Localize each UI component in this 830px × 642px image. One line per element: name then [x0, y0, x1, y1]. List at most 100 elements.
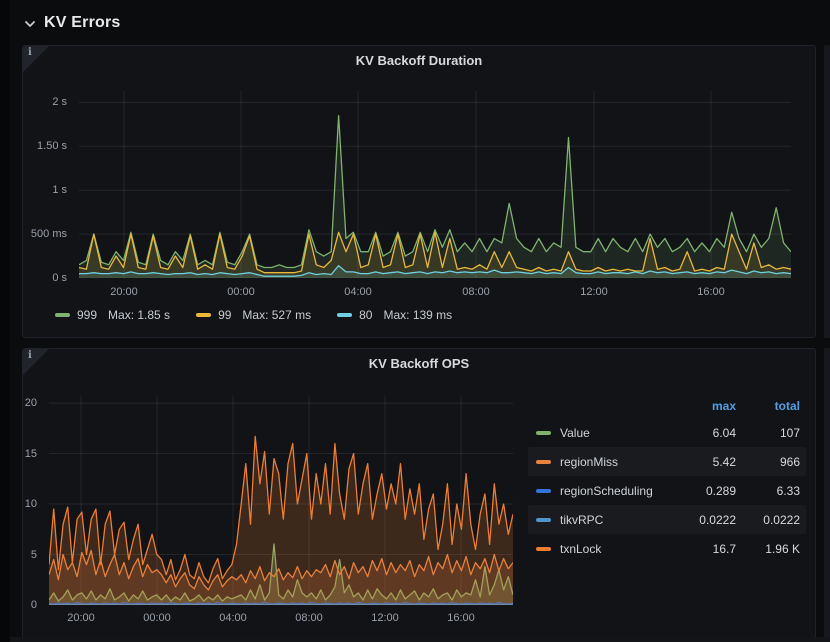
series-name: 99 [218, 308, 232, 322]
series-max-value: 0.0222 [699, 512, 736, 527]
page-left-edge [0, 0, 10, 642]
series-name: tikvRPC [560, 512, 604, 527]
x-tick-label: 16:00 [447, 612, 475, 624]
sort-column-total[interactable]: total [774, 399, 800, 413]
x-tick-label: 20:00 [67, 612, 95, 624]
chart-legend-table: max total Value 6.04 107 regionMiss 5.42 966 reg… [528, 394, 806, 563]
panel-title[interactable]: KV Backoff Duration [355, 53, 483, 68]
series-color-swatch [196, 313, 212, 317]
y-tick-label: 0 [30, 599, 37, 611]
x-axis: 20:00 00:00 04:00 08:00 12:00 16:00 [49, 612, 513, 626]
legend-table-row-tikvRPC[interactable]: tikvRPC 0.0222 0.0222 [528, 505, 806, 534]
info-icon: i [28, 47, 32, 58]
chart-canvas [79, 91, 791, 278]
series-total-value: 1.96 K [765, 541, 800, 556]
series-max-value: Max: 1.85 s [108, 308, 171, 322]
y-tick-label: 1 s [52, 184, 67, 197]
legend-table-row-regionMiss[interactable]: regionMiss 5.42 966 [528, 447, 806, 476]
series-name: txnLock [560, 541, 602, 556]
series-txnLock-fill [49, 436, 513, 605]
series-total-value: 6.33 [776, 483, 800, 498]
series-max-value: Max: 527 ms [242, 308, 312, 322]
series-name-cell: tikvRPC [528, 513, 666, 527]
series-regionMiss-line [49, 549, 513, 591]
series-color-swatch [536, 488, 551, 493]
series-name: Value [560, 425, 590, 440]
y-tick-label: 15 [24, 447, 37, 460]
y-tick-label: 2 s [52, 96, 67, 109]
y-tick-label: 500 ms [30, 228, 67, 241]
series-max-value: 5.42 [712, 454, 736, 469]
panel-kv-backoff-ops: i KV Backoff OPS 0 5 10 15 20 20:00 00:00 04:0… [22, 348, 816, 642]
series-regionMiss-fill [49, 550, 513, 605]
y-tick-label: 5 [30, 548, 37, 561]
series-color-swatch [536, 546, 551, 551]
panel-kv-backoff-duration: i KV Backoff Duration 0 s 500 ms 1 s 1.50 s… [22, 45, 816, 338]
x-tick-label: 20:00 [110, 286, 138, 298]
legend-table-row-Value[interactable]: Value 6.04 107 [528, 418, 806, 447]
chart-legend: 999 Max: 1.85 s 99 Max: 527 ms 80 Max: 139 ms [55, 308, 805, 322]
panel-info-corner[interactable]: i [23, 46, 49, 72]
series-color-swatch [536, 459, 551, 464]
adjacent-panel-sliver [824, 348, 830, 642]
chevron-down-icon [24, 17, 36, 29]
adjacent-panel-sliver [824, 45, 830, 338]
series-color-swatch [536, 430, 551, 435]
series-99-line [79, 231, 791, 274]
x-tick-label: 16:00 [697, 286, 725, 298]
series-80-line [79, 265, 791, 277]
series-Value-line [49, 543, 513, 602]
legend-table-row-regionScheduling[interactable]: regionScheduling 0.289 6.33 [528, 476, 806, 505]
legend-item-80[interactable]: 80 Max: 139 ms [337, 308, 452, 322]
chart-plot-area[interactable] [49, 396, 513, 605]
legend-item-999[interactable]: 999 Max: 1.85 s [55, 308, 170, 322]
series-name-cell: txnLock [528, 542, 666, 556]
panel-info-corner[interactable]: i [23, 349, 49, 375]
series-color-swatch [337, 313, 353, 317]
series-name-cell: regionMiss [528, 455, 666, 469]
series-Value-fill [49, 544, 513, 605]
y-axis: 0 s 500 ms 1 s 1.50 s 2 s [25, 91, 73, 284]
chart-canvas [49, 396, 513, 605]
x-axis: 20:00 00:00 04:00 08:00 12:00 16:00 [79, 286, 791, 300]
panel-title[interactable]: KV Backoff OPS [368, 356, 470, 371]
legend-table-row-txnLock[interactable]: txnLock 16.7 1.96 K [528, 534, 806, 563]
x-tick-label: 08:00 [462, 286, 490, 298]
row-header-kv-errors[interactable]: KV Errors [24, 11, 121, 35]
series-regionScheduling-line [49, 601, 513, 605]
sort-column-max[interactable]: max [711, 399, 736, 413]
series-name: regionScheduling [560, 483, 653, 498]
series-99-fill [79, 232, 791, 278]
info-icon: i [28, 350, 32, 361]
x-tick-label: 12:00 [580, 286, 608, 298]
x-tick-label: 08:00 [295, 612, 323, 624]
series-name: 80 [359, 308, 373, 322]
series-name: 999 [77, 308, 98, 322]
series-max-value: Max: 139 ms [383, 308, 453, 322]
series-total-value: 0.0222 [763, 512, 800, 527]
row-title: KV Errors [44, 14, 121, 31]
chart-plot-area[interactable] [79, 91, 791, 278]
y-axis: 0 5 10 15 20 [24, 396, 43, 611]
series-name-cell: Value [528, 426, 666, 440]
series-color-swatch [536, 517, 551, 522]
series-total-value: 966 [779, 454, 800, 469]
x-tick-label: 00:00 [227, 286, 255, 298]
legend-table-header: max total [528, 394, 806, 418]
series-max-value: 16.7 [712, 541, 736, 556]
series-max-value: 6.04 [712, 425, 736, 440]
y-tick-label: 10 [24, 498, 37, 511]
series-max-value: 0.289 [705, 483, 736, 498]
y-tick-label: 20 [24, 397, 37, 410]
x-tick-label: 00:00 [143, 612, 171, 624]
x-tick-label: 12:00 [371, 612, 399, 624]
series-total-value: 107 [779, 425, 800, 440]
y-tick-label: 0 s [52, 272, 67, 284]
series-txnLock-line [49, 435, 513, 584]
next-row-edge [10, 637, 830, 642]
x-tick-label: 04:00 [344, 286, 372, 298]
y-tick-label: 1.50 s [37, 140, 67, 153]
x-tick-label: 04:00 [219, 612, 247, 624]
series-name-cell: regionScheduling [528, 484, 666, 498]
legend-item-99[interactable]: 99 Max: 527 ms [196, 308, 311, 322]
